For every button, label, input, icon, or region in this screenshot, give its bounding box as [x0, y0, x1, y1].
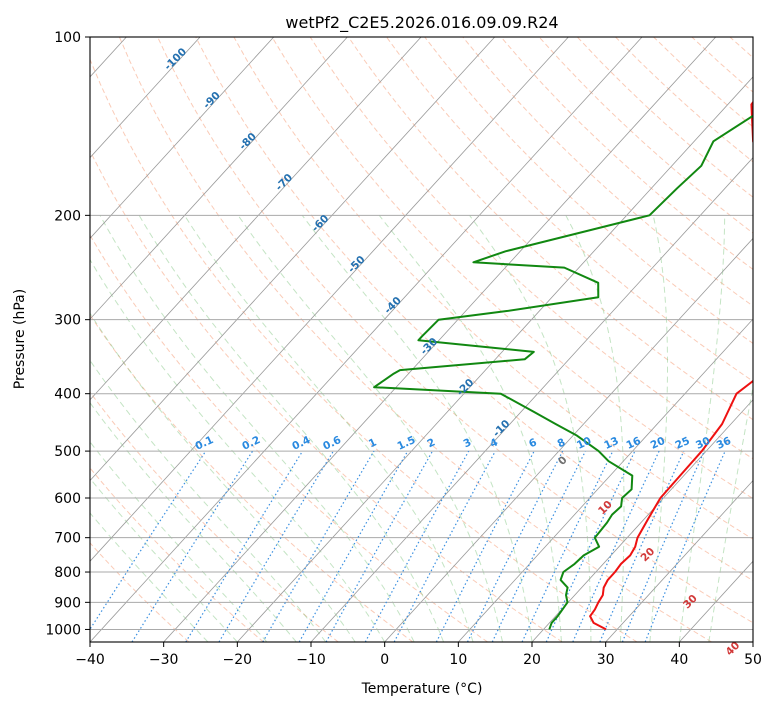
mixing-ratio-label: 30	[694, 435, 712, 452]
isotherm-line	[90, 37, 275, 239]
dry-adiabat	[424, 37, 753, 344]
mixing-ratio-label: 20	[649, 435, 667, 452]
x-tick-label: 50	[744, 652, 762, 668]
isotherm-line	[458, 318, 753, 642]
dry-adiabat	[157, 37, 753, 624]
y-tick-label: 800	[54, 565, 81, 581]
isotherm-line	[90, 37, 348, 320]
isotherm-line	[237, 76, 753, 642]
mixing-ratio-label: 3	[462, 436, 474, 450]
plot-frame	[89, 36, 754, 643]
mixing-ratio-line	[393, 450, 496, 642]
moist-adiabat	[469, 215, 592, 642]
dry-adiabat	[271, 37, 753, 500]
moist-adiabat	[90, 477, 238, 642]
y-axis: 100 200 300 400 500 600 700 800 900 1000	[45, 30, 90, 638]
isotherm-line	[90, 37, 422, 401]
moist-adiabat	[237, 215, 503, 642]
x-tick-label: −30	[149, 652, 179, 668]
dry-adiabat	[309, 37, 753, 460]
mixing-ratio-line	[621, 450, 705, 642]
y-tick-label: 100	[54, 30, 81, 46]
mixing-ratio-label: 4	[488, 436, 500, 450]
dry-adiabat	[90, 149, 563, 642]
dry-adiabat	[118, 37, 712, 642]
x-tick-label: 10	[449, 652, 467, 668]
y-axis-title: Pressure (hPa)	[12, 289, 28, 389]
dry-adiabat	[386, 37, 753, 382]
mixing-ratio-line	[364, 450, 470, 642]
x-tick-label: −20	[223, 652, 253, 668]
mixing-ratio-line	[90, 450, 207, 631]
moist-adiabat	[378, 214, 562, 642]
moist-adiabat	[678, 215, 726, 642]
moist-adiabat	[90, 258, 386, 642]
isotherm-line	[90, 37, 496, 482]
mixing-ratio-label: 13	[602, 435, 620, 452]
mixing-ratio-line	[466, 450, 564, 642]
moist-adiabat	[708, 384, 753, 642]
chart-title: wetPf2_C2E5.2026.016.09.09.R24	[285, 13, 558, 33]
dry-adiabat	[90, 313, 414, 642]
mixing-ratio-line	[572, 450, 660, 642]
moist-adiabat	[90, 512, 209, 642]
y-tick-label: 300	[54, 313, 81, 329]
mixing-ratio-label: 8	[556, 436, 568, 450]
x-tick-label: −40	[75, 652, 105, 668]
moist-adiabat	[565, 215, 625, 642]
mixing-ratio-label: 36	[715, 435, 733, 452]
isotherm-line	[605, 479, 753, 642]
moist-adiabat	[90, 441, 268, 642]
x-axis: −40 −30 −20 −10 0 10 20 30 40 50	[75, 642, 762, 668]
y-tick-label: 900	[54, 595, 81, 611]
x-tick-label: 40	[670, 652, 688, 668]
mixing-ratio-line	[185, 450, 304, 642]
y-tick-label: 700	[54, 531, 81, 547]
mixing-ratio-label: 16	[624, 435, 642, 452]
mixing-ratio-label: 6	[527, 436, 539, 450]
isotherm-line	[384, 237, 753, 642]
x-tick-label: 0	[380, 652, 389, 668]
dry-adiabat	[195, 37, 753, 582]
x-tick-label: 30	[597, 652, 615, 668]
y-tick-label: 500	[54, 444, 81, 460]
mixing-ratio-label: 10	[575, 435, 593, 452]
x-tick-label: −10	[296, 652, 326, 668]
mixing-ratio-label: 2	[425, 436, 437, 450]
isotherm-line	[310, 157, 753, 642]
isotherm-line	[90, 37, 569, 562]
mixing-ratio-label: 1	[367, 436, 379, 450]
mixing-ratio-line	[644, 450, 726, 642]
x-tick-label: 20	[523, 652, 541, 668]
moist-adiabat	[90, 312, 356, 642]
mixing-ratio-label: 25	[673, 435, 691, 452]
y-tick-label: 200	[54, 208, 81, 224]
moist-adiabat	[649, 215, 668, 642]
isotherm-line	[90, 37, 201, 159]
dewpoint-line	[373, 114, 753, 630]
y-tick-label: 600	[54, 491, 81, 507]
temperature-line	[589, 100, 753, 631]
background-lines	[90, 37, 753, 642]
y-tick-label: 1000	[45, 622, 81, 638]
moist-adiabat	[138, 215, 445, 642]
isotherm-line	[163, 37, 717, 642]
dry-adiabat	[90, 58, 638, 642]
mixing-ratio-line	[131, 450, 254, 642]
moist-adiabat	[99, 215, 415, 642]
mixing-ratio-line	[325, 450, 434, 642]
isotherm-line	[531, 399, 753, 642]
isotherm-line	[90, 37, 643, 642]
y-tick-label: 400	[54, 387, 81, 403]
data-lines	[373, 100, 753, 631]
x-axis-title: Temperature (°C)	[361, 681, 483, 697]
